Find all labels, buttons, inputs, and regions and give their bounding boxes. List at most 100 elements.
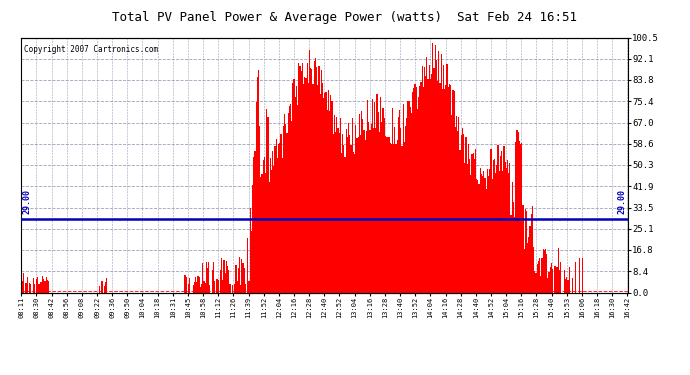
Bar (207, 268, 208, 292)
Bar (547, 279, 549, 292)
Bar (565, 279, 566, 292)
Bar (288, 106, 290, 292)
Bar (206, 262, 207, 292)
Bar (481, 174, 482, 292)
Bar (26, 284, 27, 292)
Bar (262, 174, 263, 292)
Bar (422, 66, 423, 292)
Bar (442, 89, 443, 292)
Bar (506, 168, 507, 292)
Bar (277, 158, 278, 292)
Bar (285, 124, 286, 292)
Bar (334, 116, 335, 292)
Bar (566, 277, 567, 292)
Bar (551, 263, 552, 292)
Bar (295, 97, 296, 292)
Bar (275, 147, 276, 292)
Bar (99, 286, 100, 292)
Bar (355, 125, 356, 292)
Bar (297, 105, 298, 292)
Bar (258, 70, 259, 292)
Bar (293, 79, 295, 292)
Bar (32, 278, 34, 292)
Bar (428, 65, 430, 292)
Bar (494, 159, 495, 292)
Bar (549, 272, 550, 292)
Bar (470, 176, 471, 292)
Bar (29, 283, 30, 292)
Bar (531, 214, 532, 292)
Bar (453, 92, 455, 292)
Bar (384, 118, 385, 292)
Bar (450, 85, 451, 292)
Bar (455, 127, 456, 292)
Bar (542, 249, 544, 292)
Bar (521, 143, 522, 292)
Bar (238, 268, 239, 292)
Bar (39, 284, 40, 292)
Bar (34, 284, 35, 292)
Bar (412, 92, 413, 292)
Bar (247, 238, 248, 292)
Bar (104, 286, 105, 292)
Bar (445, 85, 446, 292)
Bar (48, 281, 49, 292)
Bar (227, 266, 228, 292)
Bar (495, 173, 496, 292)
Bar (471, 154, 473, 292)
Text: Copyright 2007 Cartronics.com: Copyright 2007 Cartronics.com (23, 45, 158, 54)
Bar (379, 132, 380, 292)
Bar (319, 94, 321, 292)
Bar (417, 109, 418, 292)
Bar (260, 177, 262, 292)
Bar (42, 276, 43, 292)
Bar (302, 63, 303, 292)
Bar (504, 162, 506, 292)
Bar (464, 163, 466, 292)
Bar (430, 79, 431, 292)
Bar (21, 286, 22, 292)
Bar (437, 81, 438, 292)
Text: 29.00: 29.00 (23, 189, 32, 214)
Bar (199, 277, 200, 292)
Bar (336, 117, 337, 292)
Bar (538, 261, 539, 292)
Bar (386, 137, 387, 292)
Bar (273, 166, 275, 292)
Bar (489, 169, 491, 292)
Bar (354, 154, 355, 292)
Bar (321, 70, 322, 292)
Bar (511, 215, 512, 292)
Bar (250, 231, 252, 292)
Bar (276, 139, 277, 292)
Bar (195, 278, 196, 292)
Bar (392, 108, 393, 292)
Bar (375, 128, 377, 292)
Bar (316, 67, 317, 292)
Bar (512, 182, 513, 292)
Bar (351, 145, 352, 292)
Bar (425, 76, 426, 292)
Bar (222, 280, 224, 292)
Bar (402, 104, 404, 292)
Bar (520, 144, 521, 292)
Bar (524, 209, 526, 292)
Bar (390, 143, 391, 292)
Bar (280, 134, 282, 292)
Bar (212, 270, 213, 292)
Bar (237, 281, 238, 292)
Bar (413, 88, 415, 292)
Bar (342, 134, 344, 292)
Bar (328, 90, 329, 292)
Bar (301, 71, 302, 292)
Bar (196, 282, 197, 292)
Bar (37, 277, 39, 292)
Bar (545, 249, 546, 292)
Bar (324, 93, 326, 292)
Bar (349, 135, 351, 292)
Bar (546, 254, 547, 292)
Bar (264, 158, 265, 292)
Bar (480, 168, 481, 292)
Bar (105, 282, 106, 292)
Bar (22, 281, 23, 292)
